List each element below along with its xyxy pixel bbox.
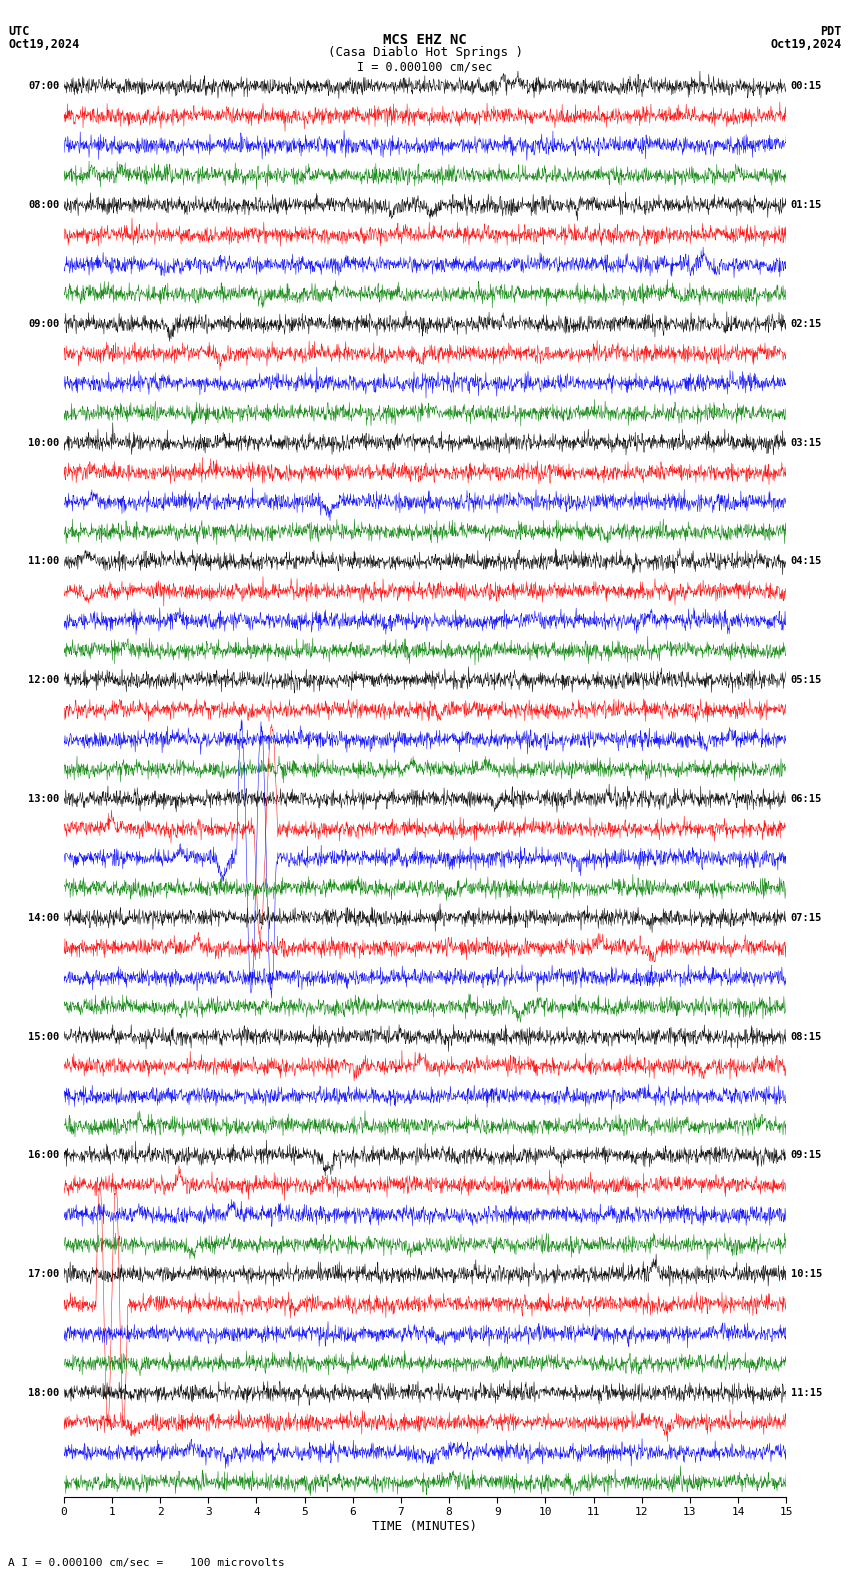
Text: I = 0.000100 cm/sec: I = 0.000100 cm/sec xyxy=(357,60,493,73)
Text: 08:00: 08:00 xyxy=(28,200,60,211)
Text: 08:15: 08:15 xyxy=(790,1031,822,1042)
Text: 16:00: 16:00 xyxy=(28,1150,60,1161)
Text: 07:00: 07:00 xyxy=(28,81,60,92)
Text: 09:00: 09:00 xyxy=(28,318,60,329)
Text: 04:15: 04:15 xyxy=(790,556,822,567)
Text: (Casa Diablo Hot Springs ): (Casa Diablo Hot Springs ) xyxy=(327,46,523,59)
X-axis label: TIME (MINUTES): TIME (MINUTES) xyxy=(372,1521,478,1533)
Text: 09:15: 09:15 xyxy=(790,1150,822,1161)
Text: 00:15: 00:15 xyxy=(790,81,822,92)
Text: Oct19,2024: Oct19,2024 xyxy=(770,38,842,51)
Text: 05:15: 05:15 xyxy=(790,675,822,686)
Text: 07:15: 07:15 xyxy=(790,912,822,923)
Text: 11:00: 11:00 xyxy=(28,556,60,567)
Text: MCS EHZ NC: MCS EHZ NC xyxy=(383,33,467,48)
Text: UTC: UTC xyxy=(8,25,30,38)
Text: 10:00: 10:00 xyxy=(28,437,60,448)
Text: 10:15: 10:15 xyxy=(790,1269,822,1280)
Text: 06:15: 06:15 xyxy=(790,794,822,805)
Text: 13:00: 13:00 xyxy=(28,794,60,805)
Text: 18:00: 18:00 xyxy=(28,1388,60,1399)
Text: 17:00: 17:00 xyxy=(28,1269,60,1280)
Text: 03:15: 03:15 xyxy=(790,437,822,448)
Text: 02:15: 02:15 xyxy=(790,318,822,329)
Text: 15:00: 15:00 xyxy=(28,1031,60,1042)
Text: A I = 0.000100 cm/sec =    100 microvolts: A I = 0.000100 cm/sec = 100 microvolts xyxy=(8,1559,286,1568)
Text: PDT: PDT xyxy=(820,25,842,38)
Text: 14:00: 14:00 xyxy=(28,912,60,923)
Text: 12:00: 12:00 xyxy=(28,675,60,686)
Text: 01:15: 01:15 xyxy=(790,200,822,211)
Text: Oct19,2024: Oct19,2024 xyxy=(8,38,80,51)
Text: 11:15: 11:15 xyxy=(790,1388,822,1399)
